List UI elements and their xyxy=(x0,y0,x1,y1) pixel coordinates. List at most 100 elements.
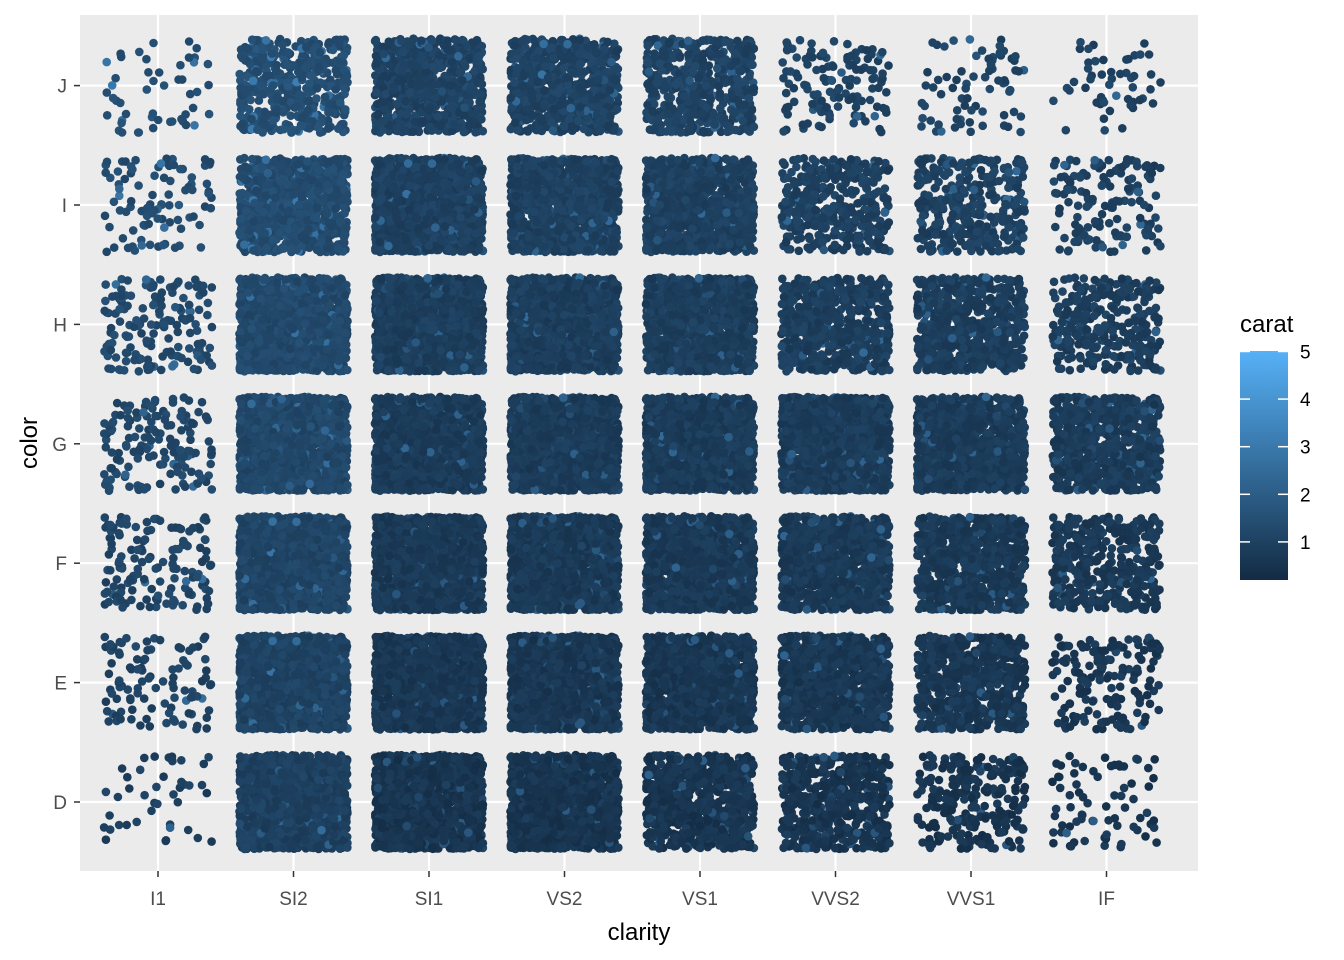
data-point xyxy=(318,800,328,809)
data-point xyxy=(516,780,525,789)
data-point xyxy=(556,844,565,853)
data-point xyxy=(243,822,252,831)
data-point xyxy=(248,757,257,766)
data-point xyxy=(578,752,588,762)
data-point xyxy=(654,844,664,853)
data-point xyxy=(161,836,171,845)
data-point xyxy=(202,788,212,798)
data-point xyxy=(593,822,603,832)
data-point xyxy=(394,779,403,788)
data-point xyxy=(373,783,383,793)
data-point xyxy=(168,756,177,766)
data-point xyxy=(593,812,603,822)
data-point xyxy=(271,796,281,805)
data-point xyxy=(101,787,111,797)
data-point xyxy=(611,787,621,797)
data-point xyxy=(586,793,596,802)
data-point xyxy=(276,829,286,839)
data-point xyxy=(445,772,455,781)
data-points xyxy=(99,34,1165,854)
data-point xyxy=(443,798,453,807)
data-point xyxy=(438,825,448,835)
data-point xyxy=(275,809,284,819)
data-point xyxy=(385,769,395,779)
data-point xyxy=(478,800,488,809)
data-point xyxy=(379,805,389,814)
data-point xyxy=(270,786,280,796)
data-point xyxy=(301,836,310,845)
data-point xyxy=(611,768,621,778)
data-point xyxy=(402,821,412,831)
data-point xyxy=(463,804,473,813)
data-point xyxy=(462,753,471,762)
data-point xyxy=(317,825,326,835)
data-point xyxy=(477,776,486,786)
data-point xyxy=(236,752,245,761)
data-point xyxy=(427,752,436,762)
data-point xyxy=(279,843,288,853)
data-point xyxy=(299,772,308,782)
data-point xyxy=(341,806,350,815)
data-point xyxy=(135,765,145,775)
data-point xyxy=(382,830,392,840)
data-point xyxy=(258,763,268,773)
data-point xyxy=(478,838,488,848)
data-point xyxy=(105,811,114,820)
data-point xyxy=(547,779,556,788)
data-point xyxy=(340,789,350,798)
data-point xyxy=(282,759,292,769)
data-point xyxy=(578,761,588,771)
data-point xyxy=(464,783,473,793)
data-point xyxy=(534,804,544,813)
data-point xyxy=(555,780,564,790)
data-point xyxy=(242,842,251,852)
data-point xyxy=(392,808,402,818)
data-point xyxy=(515,770,525,779)
data-point xyxy=(392,834,402,844)
data-point xyxy=(159,772,168,781)
data-point xyxy=(405,844,415,854)
data-point xyxy=(377,819,387,828)
data-point xyxy=(315,751,324,761)
data-point xyxy=(426,825,436,835)
data-point xyxy=(105,825,115,834)
data-point xyxy=(460,773,470,782)
data-point xyxy=(547,795,557,805)
data-point xyxy=(588,780,597,789)
data-point xyxy=(117,764,127,773)
data-point xyxy=(185,781,194,790)
data-point xyxy=(288,797,298,806)
data-point xyxy=(252,795,261,805)
data-point xyxy=(530,753,539,762)
data-point xyxy=(558,802,568,812)
data-point xyxy=(262,779,271,789)
data-point xyxy=(539,763,548,772)
data-point xyxy=(413,766,422,776)
data-point xyxy=(507,769,517,779)
data-point xyxy=(543,756,553,765)
data-point xyxy=(414,838,424,848)
data-point xyxy=(605,834,614,843)
data-point xyxy=(542,803,551,812)
data-point xyxy=(343,843,352,852)
data-point xyxy=(330,822,340,832)
data-point xyxy=(567,785,576,794)
data-point xyxy=(333,756,342,765)
data-point xyxy=(296,763,306,772)
data-point xyxy=(378,841,388,850)
data-point xyxy=(597,784,606,793)
data-point xyxy=(512,812,522,821)
data-point xyxy=(738,840,748,849)
data-point xyxy=(459,765,469,775)
data-point xyxy=(643,777,653,787)
data-point xyxy=(140,790,149,800)
data-point xyxy=(393,755,403,765)
data-point xyxy=(114,820,124,830)
data-point xyxy=(304,788,314,797)
data-point xyxy=(113,792,123,802)
data-point xyxy=(372,774,381,783)
data-point xyxy=(556,822,566,831)
data-point xyxy=(132,817,141,827)
data-point xyxy=(341,776,350,786)
data-point xyxy=(540,818,550,828)
